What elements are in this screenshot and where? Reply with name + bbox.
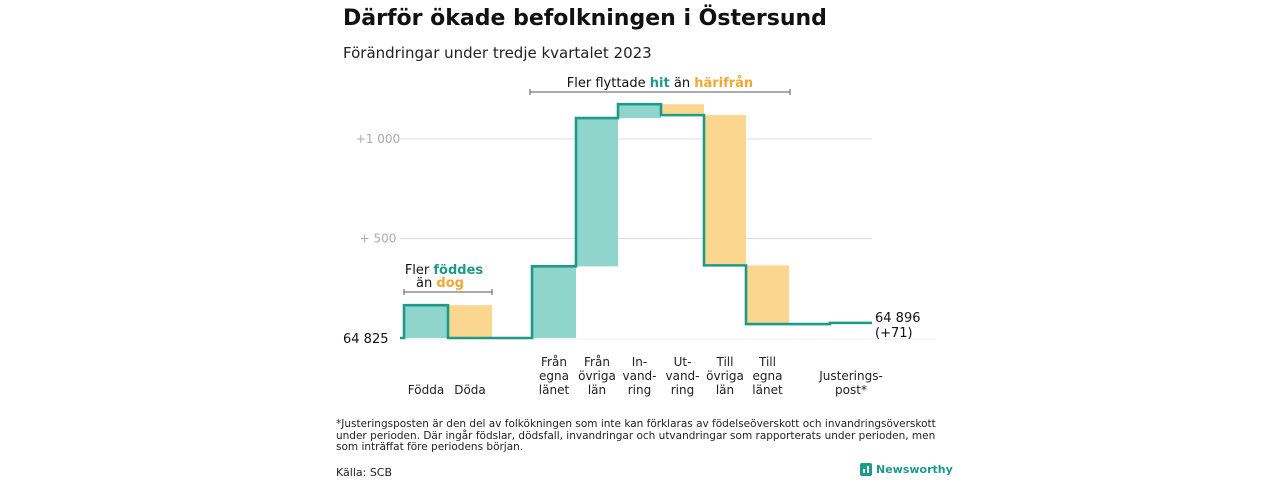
start-value-label: 64 825 [343, 332, 389, 347]
source-label: Källa: SCB [336, 466, 393, 479]
chart-subtitle: Förändringar under tredje kvartalet 2023 [343, 44, 652, 62]
bar-decrease [704, 115, 746, 266]
category-label: Från [584, 355, 610, 369]
category-label: län [716, 383, 734, 397]
footnote: *Justeringsposten är den del av folkökni… [336, 418, 936, 453]
category-label: Från [541, 355, 567, 369]
category-label: Till [758, 355, 776, 369]
category-label: Justerings- [818, 369, 883, 383]
y-tick-label: + 500 [360, 232, 397, 246]
bar-decrease [448, 305, 492, 338]
category-label: länet [752, 383, 783, 397]
category-label: egna [539, 369, 569, 383]
bar-increase [404, 305, 448, 338]
category-label: ring [671, 383, 695, 397]
bar-decrease [746, 265, 789, 325]
category-label: övriga [578, 369, 616, 383]
category-label: vand- [622, 369, 656, 383]
category-label: Döda [454, 383, 486, 397]
category-label: län [588, 383, 606, 397]
y-tick-label: +1 000 [356, 132, 400, 146]
step-line [400, 102, 872, 340]
annotation-migration: Fler flyttade hit än härifrån [567, 76, 753, 91]
annotation-births: än dog [416, 276, 464, 291]
category-label: ring [628, 383, 652, 397]
brand-logo: Newsworthy [860, 463, 953, 476]
bar-decrease [661, 104, 704, 116]
end-value-label: 64 896 [875, 311, 921, 326]
bar-increase [532, 266, 576, 338]
category-label: övriga [706, 369, 744, 383]
category-label: In- [632, 355, 647, 369]
annotation-births: Fler föddes [405, 263, 484, 278]
category-label: Födda [408, 383, 444, 397]
category-label: Ut- [674, 355, 692, 369]
bar-increase [618, 104, 661, 119]
category-label: egna [753, 369, 783, 383]
chart-title: Därför ökade befolkningen i Östersund [343, 6, 827, 31]
category-label: vand- [665, 369, 699, 383]
bar-increase [576, 118, 618, 267]
category-label: länet [539, 383, 570, 397]
category-label: post* [835, 383, 867, 397]
brand-name: Newsworthy [876, 463, 953, 476]
bar-chart-icon [860, 463, 872, 476]
category-label: Till [716, 355, 734, 369]
end-value-label: (+71) [875, 326, 913, 341]
